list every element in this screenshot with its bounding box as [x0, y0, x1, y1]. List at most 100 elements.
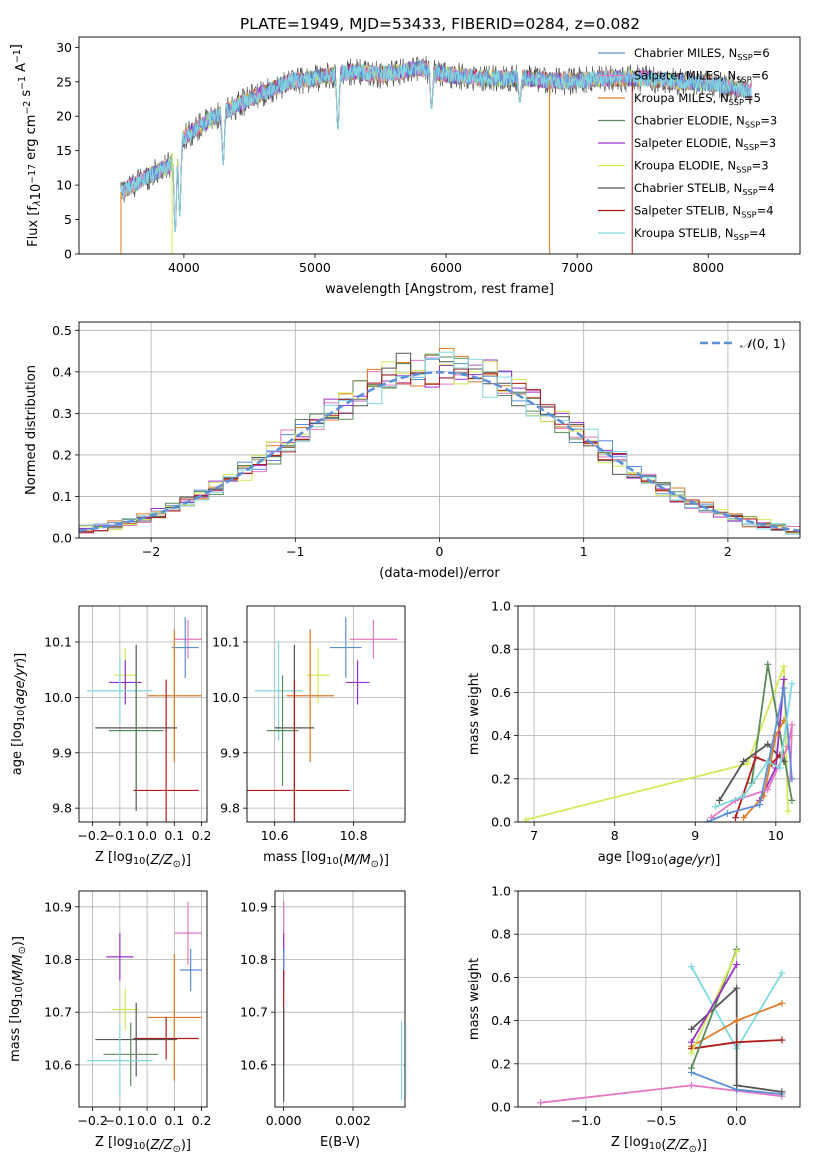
- y-tick-label: 9.8: [52, 801, 72, 816]
- x-axis-label: E(B-V): [320, 1135, 360, 1150]
- y-tick-label: 10.9: [240, 899, 268, 914]
- x-tick-label: 9: [691, 828, 699, 843]
- weight-marker-chabrier_stelib: [733, 984, 741, 992]
- label-subscript: 10: [133, 1141, 145, 1152]
- label-subscript: ⊙: [173, 1144, 181, 1155]
- axes-frame: [78, 890, 208, 1108]
- weight-marker-salpeter_stelib: [732, 814, 740, 822]
- weight-marker-chabrier_stelib: [778, 1088, 786, 1096]
- histogram-legend: 𝒩(0, 1): [700, 336, 786, 351]
- y-tick-label: 10: [56, 178, 72, 193]
- legend-text: =4: [758, 181, 775, 195]
- weight-marker-chabrier_elodie: [764, 660, 772, 668]
- weight-marker-chabrier_stelib: [764, 740, 772, 748]
- y-tick-label: 10.0: [44, 690, 72, 705]
- y-tick-label: 10.8: [44, 952, 72, 967]
- label-text: 10: [29, 184, 44, 201]
- weight-marker-kroupa_miles: [733, 1017, 741, 1025]
- y-tick-label: 1.0: [491, 599, 511, 614]
- label-text: (: [663, 853, 668, 868]
- y-tick-label: 0.1: [52, 489, 72, 504]
- label-subscript: 10: [649, 1141, 661, 1152]
- label-subscript: 10: [16, 710, 27, 722]
- mass-vs-ebv-plot: 0.000 0.002 10.6 10.7 10.8 10.9 E(B-V): [240, 890, 406, 1150]
- weight-marker-chabrier_miles: [788, 775, 796, 783]
- x-tick-label: 8000: [692, 260, 724, 275]
- weight-marker-kroupa_stelib: [764, 758, 772, 766]
- plot-area: [537, 945, 786, 1107]
- weight-vs-metallicity-plot: −1.0 −0.5 0.0 0.0 0.2 0.4 0.6 0.8 1.0 Z [log10(Z/…: [467, 884, 801, 1155]
- legend-text: =3: [759, 136, 776, 150]
- legend-text: =3: [760, 114, 777, 128]
- y-tick-label: 0.2: [491, 771, 511, 786]
- weight-marker-chabrier_miles: [780, 684, 788, 692]
- label-text: ): [181, 853, 186, 868]
- mass-vs-metallicity-plot: −0.2−0.1 0.0 0.1 0.210.610.710.810.9Z [log1…: [8, 890, 211, 1155]
- label-superscript: −2: [22, 101, 33, 115]
- y-tick-label: 0.6: [491, 685, 511, 700]
- label-text: ): [181, 1138, 186, 1153]
- legend-subscript: SSP: [734, 232, 749, 242]
- label-italic: Z/Z: [149, 1138, 173, 1153]
- y-tick-label: 0.0: [491, 815, 511, 830]
- legend-subscript: SSP: [744, 142, 759, 152]
- y-tick-label: 10.1: [44, 635, 72, 650]
- legend-label-kroupa_miles: Kroupa MILES, NSSP=5: [634, 91, 761, 107]
- x-tick-label: 2: [724, 544, 732, 559]
- weight-marker-chabrier_miles: [703, 818, 711, 822]
- label-text: (: [13, 705, 28, 710]
- label-subscript: ⊙: [173, 859, 181, 870]
- x-tick-label: 0.002: [335, 1113, 371, 1128]
- x-tick-label: 7: [530, 828, 538, 843]
- label-italic: age/yr: [668, 853, 711, 868]
- y-tick-label: 5: [64, 212, 72, 227]
- weight-marker-chabrier_elodie: [687, 1064, 695, 1072]
- y-tick-label: 0.8: [491, 642, 511, 657]
- plot-area: [522, 660, 796, 822]
- y-tick-label: 10.0: [212, 690, 240, 705]
- y-tick-label: 0.3: [52, 406, 72, 421]
- x-axis-label: Z [log10(Z/Z⊙)]: [95, 850, 191, 870]
- axes-frame: [78, 36, 801, 255]
- label-text: Z [: [611, 1135, 629, 1150]
- legend-text: Kroupa ELODIE, N: [634, 159, 736, 173]
- x-tick-label: −0.5: [646, 1113, 676, 1128]
- x-tick-label: 7000: [561, 260, 593, 275]
- plot-area: [87, 617, 202, 822]
- label-subscript: ⊙: [17, 946, 28, 954]
- x-tick-label: 0.0: [137, 1113, 157, 1128]
- weight-marker-chabrier_miles: [756, 801, 764, 809]
- label-text: (: [11, 981, 26, 986]
- y-tick-label: 25: [56, 74, 72, 89]
- weight-marker-salpeter_stelib: [778, 1036, 786, 1044]
- label-subscript: λ: [32, 200, 43, 207]
- legend-text: =4: [757, 204, 774, 218]
- y-tick-label: 1.0: [491, 884, 511, 899]
- label-text: ): [11, 941, 26, 946]
- weight-marker-salpeter_stelib: [752, 753, 760, 761]
- y-tick-label: 10.7: [240, 1005, 268, 1020]
- y-tick-label: 10.6: [44, 1057, 72, 1072]
- weight-marker-salpeter_miles: [764, 786, 772, 794]
- x-tick-label: −0.2: [77, 828, 107, 843]
- x-axis-label: (data-model)/error: [379, 566, 500, 581]
- x-tick-label: 10.8: [340, 828, 368, 843]
- y-tick-label: 20: [56, 109, 72, 124]
- legend-subscript: SSP: [729, 97, 744, 107]
- weight-marker-kroupa_elodie: [733, 947, 741, 955]
- y-tick-label: 9.9: [52, 745, 72, 760]
- weight-marker-chabrier_stelib: [715, 796, 723, 804]
- weight-marker-kroupa_stelib: [776, 764, 784, 772]
- label-text: ): [697, 1138, 702, 1153]
- x-tick-label: 8: [611, 828, 619, 843]
- legend-text: =4: [749, 226, 766, 240]
- y-tick-label: 0.0: [491, 1100, 511, 1115]
- weight-marker-kroupa_elodie: [522, 816, 530, 822]
- label-text: s: [19, 90, 34, 101]
- spectrum-plot: 4000 5000 6000 7000 8000 0 5 10 15 20 25 30 waveleng…: [9, 36, 801, 297]
- spectrum-line-kroupa_stelib: [120, 61, 752, 232]
- label-text: Flux [: [26, 211, 41, 247]
- histogram-kroupa_stelib: [79, 351, 800, 538]
